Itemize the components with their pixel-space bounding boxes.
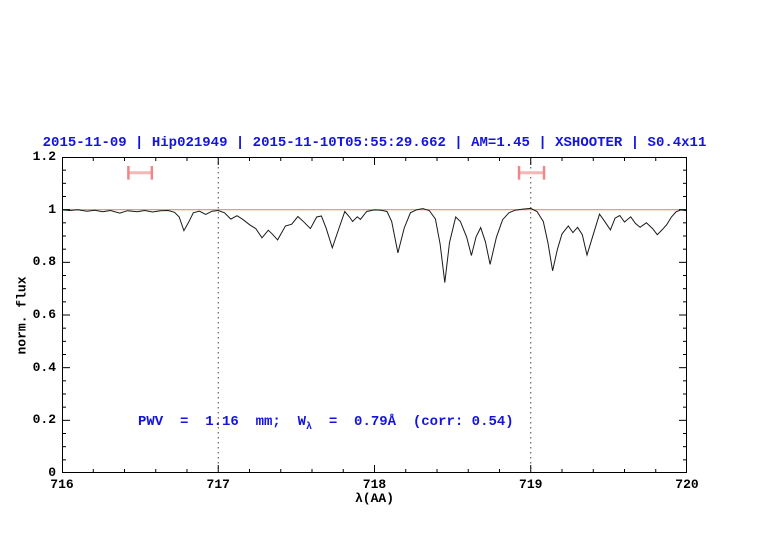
x-tick-label-716: 716 — [50, 477, 74, 492]
pwv-annotation: PWV = 1.16 mm; Wλ = 0.79Å (corr: 0.54) — [138, 414, 514, 433]
x-tick-label-717: 717 — [206, 477, 230, 492]
x-tick-label-720: 720 — [675, 477, 699, 492]
x-tick-label-719: 719 — [519, 477, 543, 492]
y-tick-label-0.2: 0.2 — [32, 412, 56, 428]
y-tick-label-0.6: 0.6 — [32, 307, 56, 322]
y-tick-label-1: 1 — [48, 201, 56, 217]
y-axis-label: norm. flux — [14, 276, 30, 355]
plot-frame — [62, 157, 687, 473]
pwv-annotation-prefix: PWV = 1.16 mm; W — [138, 414, 307, 430]
x-tick-label-718: 718 — [362, 477, 387, 492]
x-axis-label: λ(AA) — [354, 491, 394, 506]
left-band-marker — [127, 165, 154, 180]
pwv-annotation-suffix: = 0.79Å (corr: 0.54) — [312, 414, 514, 430]
pwv-annotation-subscript: λ — [306, 421, 313, 433]
y-tick-label-1.2: 1.2 — [32, 149, 56, 164]
right-band-marker — [517, 165, 546, 180]
plot-area — [62, 157, 687, 473]
band-range-markers — [127, 165, 546, 180]
y-tick-label-0.8: 0.8 — [32, 254, 56, 270]
spectrum-curve — [62, 207, 687, 283]
plot-title: 2015-11-09 | Hip021949 | 2015-11-10T05:5… — [42, 135, 707, 151]
y-tick-label-0.4: 0.4 — [32, 359, 56, 375]
y-tick-label-0: 0 — [48, 465, 56, 480]
